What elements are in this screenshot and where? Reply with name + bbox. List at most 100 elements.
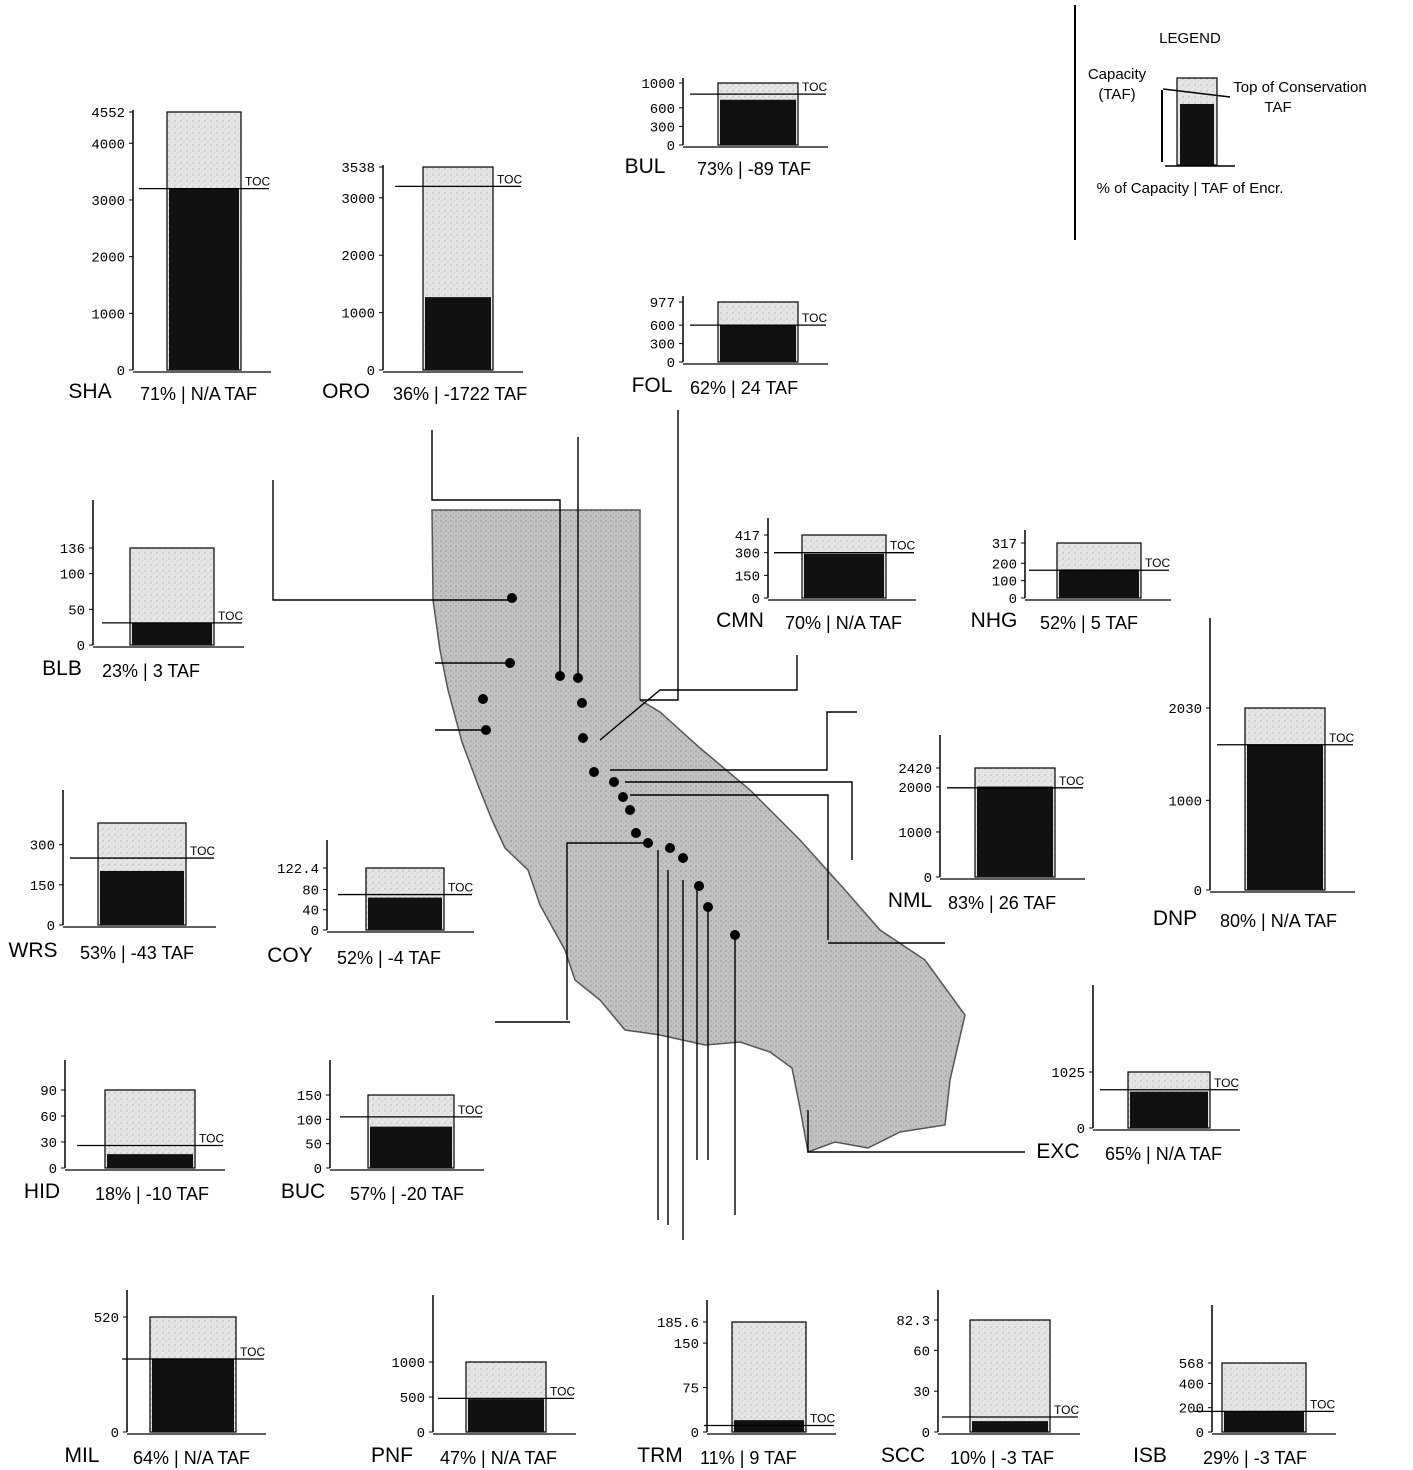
reservoir-code: FOL: [632, 374, 673, 397]
panel-blb: 136 100 50 0 TOC BLB 23% | 3 TAF: [42, 500, 244, 681]
reservoir-code: BUC: [281, 1180, 325, 1203]
storage-bar: [977, 786, 1053, 877]
tick-label: 0: [117, 364, 125, 380]
tick-label: 3000: [341, 192, 375, 208]
reservoir-marker: [618, 792, 628, 802]
tick-label: 50: [305, 1138, 322, 1154]
percent-capacity: 11% | 9 TAF: [700, 1448, 797, 1468]
leader-line: [566, 842, 648, 1020]
percent-capacity: 70% | N/A TAF: [785, 613, 902, 633]
percent-capacity: 36% | -1722 TAF: [393, 384, 527, 404]
toc-label: TOC: [448, 881, 473, 895]
reservoir-markers: [478, 593, 740, 940]
percent-capacity: 10% | -3 TAF: [950, 1448, 1054, 1468]
tick-label: 150: [297, 1089, 322, 1105]
legend-toc-label: Top of Conservation: [1233, 79, 1366, 96]
tick-label: 400: [1179, 1377, 1204, 1393]
percent-capacity: 53% | -43 TAF: [80, 943, 194, 963]
tick-label: 100: [60, 568, 85, 584]
panel-coy: 122.4 80 40 0 TOC COY 52% | -4 TAF: [267, 840, 474, 968]
percent-capacity: 71% | N/A TAF: [140, 384, 257, 404]
toc-label: TOC: [1059, 774, 1084, 788]
panel-wrs: 300 150 0 TOC WRS 53% | -43 TAF: [9, 790, 216, 963]
percent-capacity: 64% | N/A TAF: [133, 1448, 250, 1468]
toc-label: TOC: [802, 311, 827, 325]
leader-line: [272, 480, 510, 601]
reservoir-marker: [643, 838, 653, 848]
tick-label: 0: [924, 871, 932, 887]
tick-label: 568: [1179, 1357, 1204, 1373]
reservoir-marker: [555, 671, 565, 681]
tick-label: 60: [913, 1344, 930, 1360]
tick-label: 82.3: [896, 1314, 930, 1330]
reservoir-code: HID: [24, 1180, 60, 1203]
reservoir-marker: [481, 725, 491, 735]
toc-label: TOC: [1145, 556, 1170, 570]
tick-label: 150: [735, 569, 760, 585]
reservoir-marker: [730, 930, 740, 940]
tick-label: 2000: [341, 249, 375, 265]
panel-cmn: 417 300 150 0 TOC CMN 70% | N/A TAF: [716, 518, 916, 633]
panel-sha: 4552 4000 3000 2000 1000 0 TOC SHA 71% | N/A TAF: [68, 106, 271, 404]
storage-bar: [720, 324, 796, 362]
tick-label: 520: [94, 1311, 119, 1327]
reservoir-marker: [573, 673, 583, 683]
percent-capacity: 57% | -20 TAF: [350, 1184, 464, 1204]
tick-label: 1000: [898, 826, 932, 842]
legend-toc-unit: TAF: [1264, 99, 1291, 116]
tick-label: 0: [1194, 884, 1202, 900]
reservoir-code: SCC: [881, 1444, 925, 1467]
tick-label: 4552: [91, 106, 125, 122]
tick-label: 80: [302, 883, 319, 899]
reservoir-marker: [609, 777, 619, 787]
tick-label: 0: [367, 364, 375, 380]
reservoir-code: BUL: [625, 155, 666, 178]
reservoir-marker: [507, 593, 517, 603]
percent-capacity: 18% | -10 TAF: [95, 1184, 209, 1204]
panel-bul: 1000 600 300 0 TOC BUL 73% | -89 TAF: [625, 77, 828, 179]
reservoir-marker: [625, 805, 635, 815]
toc-label: TOC: [810, 1411, 835, 1425]
storage-bar: [720, 99, 796, 145]
legend-storage-bar: [1180, 104, 1214, 165]
tick-label: 0: [691, 1426, 699, 1442]
tick-label: 0: [667, 356, 675, 372]
percent-capacity: 47% | N/A TAF: [440, 1448, 557, 1468]
tick-label: 1000: [1168, 794, 1202, 810]
reservoir-code: MIL: [64, 1444, 99, 1467]
storage-bar: [169, 188, 239, 370]
toc-label: TOC: [245, 175, 270, 189]
tick-label: 600: [650, 102, 675, 118]
tick-label: 977: [650, 296, 675, 312]
reservoir-code: TRM: [637, 1444, 683, 1467]
storage-bar: [1059, 569, 1139, 598]
reservoir-code: DNP: [1153, 907, 1197, 930]
reservoir-marker: [665, 843, 675, 853]
leader-line: [431, 430, 561, 678]
tick-label: 75: [682, 1382, 699, 1398]
percent-capacity: 83% | 26 TAF: [948, 893, 1056, 913]
reservoir-marker: [678, 853, 688, 863]
legend-title: LEGEND: [1159, 30, 1221, 47]
storage-bar: [468, 1399, 544, 1432]
percent-capacity: 29% | -3 TAF: [1203, 1448, 1307, 1468]
tick-label: 136: [60, 542, 85, 558]
tick-label: 200: [1179, 1402, 1204, 1418]
toc-label: TOC: [240, 1345, 265, 1359]
percent-capacity: 52% | 5 TAF: [1040, 613, 1138, 633]
storage-bar: [152, 1358, 234, 1432]
tick-label: 100: [992, 575, 1017, 591]
tick-label: 300: [30, 839, 55, 855]
reservoir-marker: [703, 902, 713, 912]
tick-label: 2000: [91, 251, 125, 267]
leader-line: [610, 711, 857, 771]
storage-bar: [107, 1154, 193, 1168]
percent-capacity: 65% | N/A TAF: [1105, 1144, 1222, 1164]
toc-label: TOC: [497, 172, 522, 186]
panel-trm: 185.6 150 75 0 TOC TRM 11% | 9 TAF: [637, 1300, 836, 1468]
tick-label: 500: [400, 1391, 425, 1407]
tick-label: 1000: [91, 307, 125, 323]
storage-bar: [972, 1421, 1048, 1432]
tick-label: 300: [735, 547, 760, 563]
